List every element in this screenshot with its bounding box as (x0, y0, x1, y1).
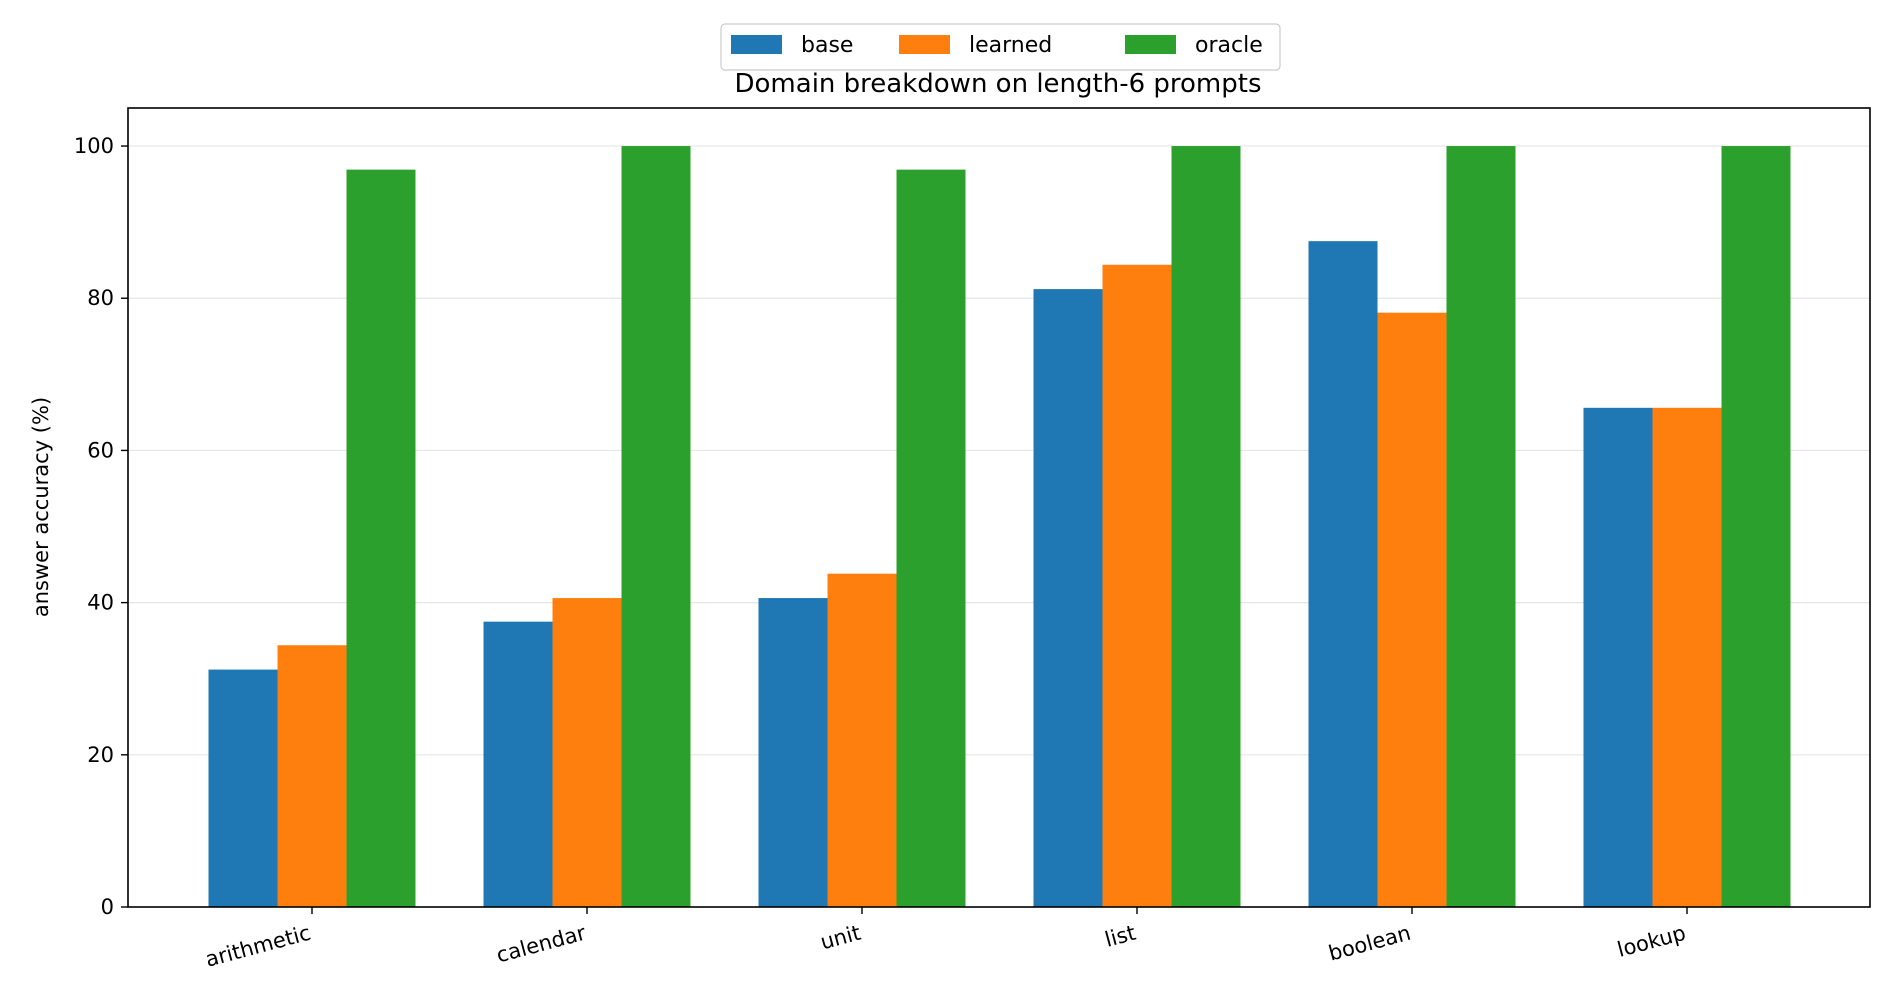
y-axis-ticks: 0 20 40 60 80 100 (74, 134, 128, 919)
x-tick-label-list: list (1102, 921, 1138, 952)
bars (208, 146, 1791, 908)
y-tick-label: 0 (101, 895, 114, 919)
y-tick-label: 60 (87, 438, 114, 462)
bar-learned-unit[interactable] (827, 573, 897, 907)
bar-base-boolean[interactable] (1308, 241, 1378, 907)
bar-base-lookup[interactable] (1583, 407, 1653, 907)
bar-learned-boolean[interactable] (1377, 312, 1447, 908)
x-tick-label-arithmetic: arithmetic (203, 921, 313, 972)
y-tick-label: 100 (74, 134, 114, 158)
x-tick-label-lookup: lookup (1615, 921, 1689, 962)
bar-base-calendar[interactable] (483, 621, 553, 907)
y-axis-label: answer accuracy (%) (29, 397, 53, 617)
plot-frame (127, 107, 1871, 908)
bar-oracle-lookup[interactable] (1721, 146, 1791, 908)
x-tick-label-unit: unit (818, 921, 864, 955)
grid-lines (128, 145, 1870, 756)
legend[interactable]: base learned oracle (720, 23, 1281, 71)
bar-learned-list[interactable] (1102, 264, 1172, 907)
x-axis-ticks: arithmetic calendar unit list boolean lookup (203, 907, 1688, 972)
bar-oracle-arithmetic[interactable] (346, 169, 416, 907)
bar-oracle-unit[interactable] (896, 169, 966, 907)
legend-label-base: base (801, 33, 853, 58)
x-tick-label-calendar: calendar (494, 921, 589, 968)
bar-learned-arithmetic[interactable] (277, 645, 347, 907)
legend-label-learned: learned (969, 33, 1052, 58)
legend-label-oracle: oracle (1195, 33, 1263, 58)
legend-swatch-learned (899, 35, 950, 54)
bar-oracle-boolean[interactable] (1446, 146, 1516, 908)
bar-learned-lookup[interactable] (1652, 407, 1722, 907)
bar-learned-calendar[interactable] (552, 598, 622, 907)
bar-base-list[interactable] (1033, 289, 1103, 907)
y-tick-label: 40 (87, 591, 114, 615)
bar-oracle-calendar[interactable] (621, 146, 691, 908)
y-tick-label: 80 (87, 286, 114, 310)
x-tick-label-boolean: boolean (1326, 921, 1413, 966)
chart-title: Domain breakdown on length-6 prompts (735, 69, 1262, 99)
legend-swatch-base (731, 35, 782, 54)
bar-oracle-list[interactable] (1171, 146, 1241, 908)
bar-base-arithmetic[interactable] (208, 669, 278, 907)
bar-base-unit[interactable] (758, 598, 828, 907)
y-tick-label: 20 (87, 743, 114, 767)
legend-swatch-oracle (1125, 35, 1176, 54)
